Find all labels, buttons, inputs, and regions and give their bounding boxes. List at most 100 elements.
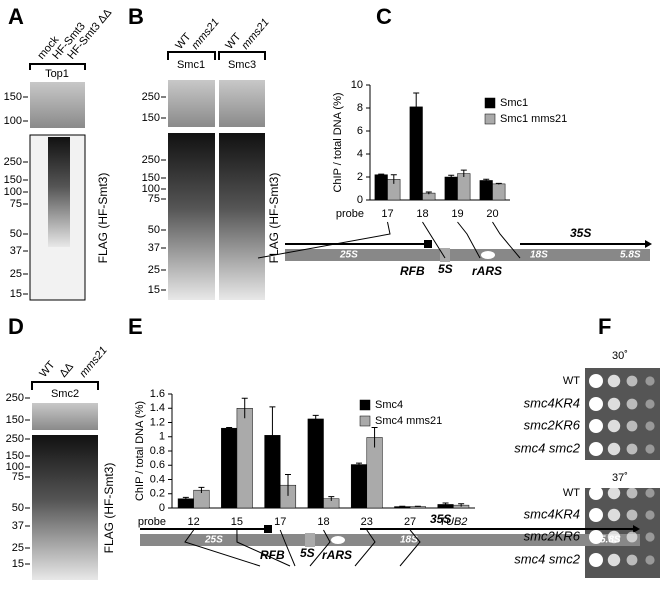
colony-spot <box>607 442 621 456</box>
legend-swatch <box>359 399 371 411</box>
bar <box>409 106 423 201</box>
panel-letter: B <box>128 4 144 29</box>
marker-label: 37 <box>148 242 160 254</box>
temperature: 30˚ <box>612 350 628 362</box>
error-bar <box>328 496 335 501</box>
diagram-label: 35S <box>570 226 591 240</box>
marker-label: 150 <box>6 414 24 426</box>
bar <box>366 437 383 509</box>
blots <box>29 80 660 580</box>
x-tick-label: 18 <box>317 516 329 528</box>
marker-label: 100 <box>4 186 22 198</box>
blot-image <box>30 82 85 128</box>
diagram-label: rARS <box>472 264 502 278</box>
x-tick-label: 15 <box>231 516 243 528</box>
blot-image <box>168 80 215 127</box>
blot-band <box>48 137 70 247</box>
strain-label: smc4KR4 <box>524 395 580 410</box>
connector <box>354 529 376 567</box>
y-tick-label: 0 <box>357 194 363 206</box>
diagram-label: 25S <box>204 535 223 546</box>
marker-label: 150 <box>142 172 160 184</box>
x-tick-label: 23 <box>361 516 373 528</box>
y-tick-label: 10 <box>351 79 363 91</box>
legend-label: Smc1 <box>500 97 528 109</box>
marker-label: 100 <box>6 461 24 473</box>
error-bar <box>414 505 421 507</box>
colony-spot <box>645 399 655 409</box>
connector <box>399 529 421 567</box>
error-bar <box>399 505 406 507</box>
y-tick-label: 1.2 <box>150 416 165 428</box>
marker-label: 150 <box>4 91 22 103</box>
marker-label: 100 <box>4 115 22 127</box>
connector <box>492 221 521 259</box>
colony-spot <box>626 554 638 566</box>
marker-label: 15 <box>12 558 24 570</box>
colony-spot <box>607 374 621 388</box>
y-tick-label: 0.6 <box>150 459 165 471</box>
y-tick-label: 1 <box>159 431 165 443</box>
bar <box>374 174 388 201</box>
panel-letter: F <box>598 314 611 339</box>
error-bar <box>460 169 467 177</box>
marker-label: 75 <box>10 198 22 210</box>
colony-spot <box>589 419 603 433</box>
bracket <box>29 63 86 70</box>
error-bar <box>355 462 362 466</box>
blot-image <box>168 133 215 300</box>
x-tick-label: 27 <box>404 516 416 528</box>
y-tick-label: 0.2 <box>150 488 165 500</box>
blot-image <box>32 435 98 580</box>
colony-spot <box>589 530 603 544</box>
error-bar <box>442 502 449 506</box>
error-bar <box>226 426 233 429</box>
error-bar <box>425 191 432 195</box>
marker-label: 100 <box>142 183 160 195</box>
colony-spot <box>645 555 655 565</box>
y-tick-label: 8 <box>357 102 363 114</box>
colony-spot <box>607 419 621 433</box>
bracket <box>167 51 266 60</box>
marker-label: 250 <box>142 154 160 166</box>
error-bar <box>483 178 490 182</box>
marker-label: 15 <box>10 288 22 300</box>
strain-label: smc4 smc2 <box>514 551 581 566</box>
marker-label: 75 <box>148 193 160 205</box>
lane-label: mms21 <box>189 16 221 51</box>
colony-spot <box>589 397 603 411</box>
blot-label: Smc2 <box>51 388 79 400</box>
panel-letter: D <box>8 314 24 339</box>
x-tick-label: TUB2 <box>439 516 467 528</box>
legend-swatch <box>359 415 371 427</box>
y-axis-label: ChIP / total DNA (%) <box>134 401 146 501</box>
strain-label: WT <box>563 375 580 387</box>
strain-label: smc2KR6 <box>524 417 581 432</box>
marker-label: 15 <box>148 284 160 296</box>
blot-label: Smc1 <box>177 59 205 71</box>
diagram-label: RFB <box>260 548 285 562</box>
x-tick-label: 12 <box>188 516 200 528</box>
panel-letter: E <box>128 314 143 339</box>
colony-spot <box>626 487 638 499</box>
error-bar <box>448 174 455 179</box>
bar <box>307 418 324 509</box>
y-tick-label: 0 <box>159 502 165 514</box>
colony-spot <box>607 397 621 411</box>
colony-spot <box>589 508 603 522</box>
x-tick-label: 18 <box>416 208 428 220</box>
marker-label: 50 <box>12 502 24 514</box>
colony-spot <box>626 509 638 521</box>
y-tick-label: 0.4 <box>150 473 165 485</box>
strain-label: smc4KR4 <box>524 506 580 521</box>
connector <box>257 221 391 259</box>
connector <box>457 221 481 259</box>
error-bar <box>198 486 205 494</box>
antibody-label: FLAG (HF-Smt3) <box>96 173 110 264</box>
x-tick-label: 20 <box>486 208 498 220</box>
x-tick-label: 17 <box>381 208 393 220</box>
colony-spot <box>626 375 638 387</box>
error-bar <box>269 406 276 464</box>
legend-label: Smc4 <box>375 399 403 411</box>
